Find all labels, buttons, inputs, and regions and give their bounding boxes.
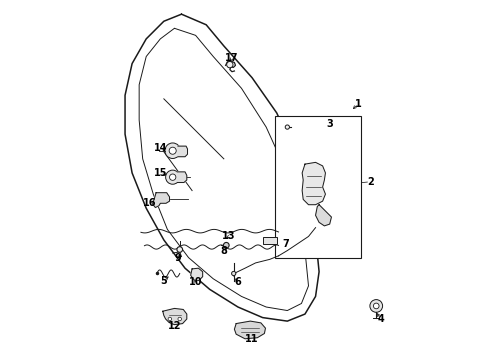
Text: 8: 8	[220, 246, 227, 256]
Circle shape	[370, 300, 383, 312]
Text: 5: 5	[161, 275, 167, 285]
Circle shape	[170, 174, 176, 180]
Text: 4: 4	[377, 314, 384, 324]
Text: 10: 10	[189, 276, 202, 287]
Text: 7: 7	[282, 239, 289, 248]
Circle shape	[285, 125, 290, 129]
Text: 1: 1	[355, 99, 361, 109]
Polygon shape	[234, 321, 266, 339]
Circle shape	[178, 317, 181, 321]
Polygon shape	[163, 309, 187, 325]
Circle shape	[177, 247, 183, 252]
Text: 9: 9	[174, 253, 181, 263]
Polygon shape	[191, 268, 203, 281]
Text: 14: 14	[153, 143, 167, 153]
Text: 3: 3	[326, 118, 333, 129]
Circle shape	[232, 271, 236, 276]
Text: 16: 16	[143, 198, 156, 208]
Polygon shape	[152, 193, 170, 207]
Polygon shape	[316, 205, 331, 226]
Text: 11: 11	[245, 334, 259, 344]
Text: 17: 17	[225, 53, 238, 63]
Polygon shape	[177, 172, 187, 183]
Text: 13: 13	[222, 231, 236, 242]
Text: 15: 15	[153, 168, 167, 178]
Circle shape	[373, 303, 379, 309]
Bar	[275, 117, 362, 258]
Circle shape	[223, 242, 229, 248]
Circle shape	[168, 317, 172, 321]
Bar	[263, 237, 277, 244]
Text: 12: 12	[168, 321, 181, 332]
Circle shape	[166, 170, 180, 184]
Polygon shape	[178, 146, 188, 157]
Polygon shape	[302, 162, 325, 205]
Circle shape	[169, 147, 176, 154]
Circle shape	[165, 143, 180, 158]
Text: 6: 6	[235, 277, 241, 287]
Text: 2: 2	[367, 177, 373, 187]
Circle shape	[227, 62, 233, 68]
